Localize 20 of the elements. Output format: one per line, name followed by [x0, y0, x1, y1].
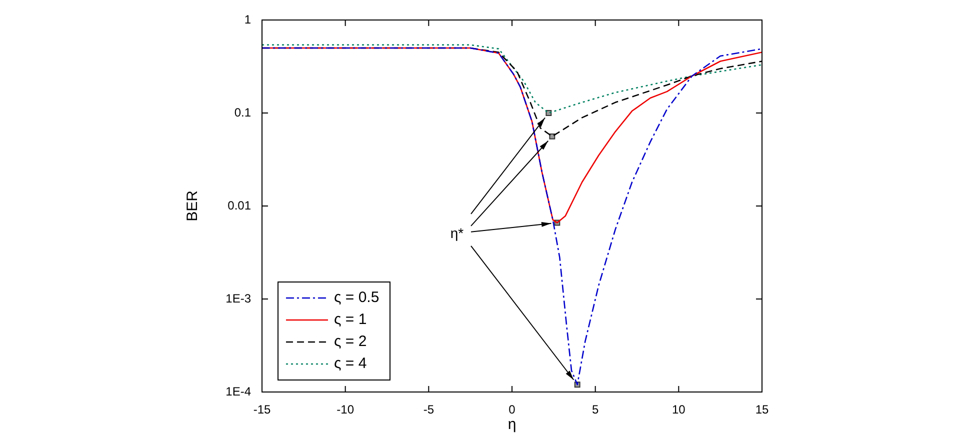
x-tick-label: -10: [336, 402, 354, 417]
legend-label: ς = 0.5: [334, 289, 380, 306]
y-tick-label: 1: [244, 12, 252, 26]
annotation: η*: [450, 224, 464, 241]
x-axis-title: η: [508, 416, 516, 434]
y-axis-title: BER: [184, 190, 202, 222]
x-tick-label: 5: [592, 402, 599, 417]
y-tick-label: 1E-3: [226, 291, 252, 306]
y-tick-label: 0.01: [228, 198, 252, 212]
legend-label: ς = 1: [334, 311, 367, 328]
x-tick-label: 0: [508, 402, 516, 417]
x-tick-label: 15: [755, 402, 769, 417]
legend-label: ς = 2: [334, 333, 367, 350]
x-tick-label: 10: [672, 402, 686, 417]
x-tick-label: -5: [423, 402, 434, 417]
x-tick-label: -15: [253, 402, 271, 417]
y-tick-label: 1E-4: [226, 384, 252, 398]
y-tick-label: 0.1: [234, 105, 252, 120]
point: [549, 133, 556, 140]
legend-label: ς = 4: [334, 355, 367, 372]
